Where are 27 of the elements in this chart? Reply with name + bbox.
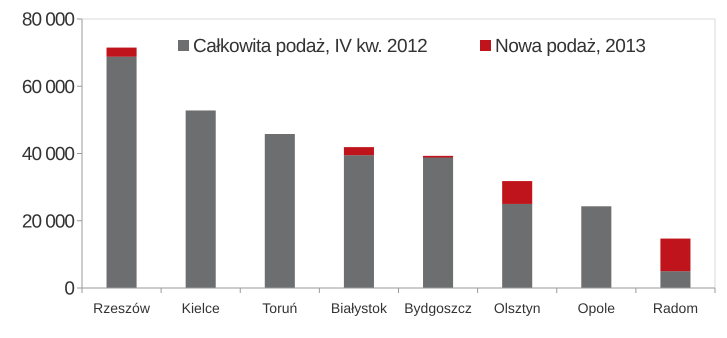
- bar: [106, 48, 137, 57]
- y-tick-label: 80 000: [22, 10, 74, 31]
- bar: [581, 206, 612, 288]
- x-tick-label: Toruń: [262, 300, 298, 316]
- bar: [186, 110, 216, 288]
- bar: [344, 155, 374, 288]
- legend-label: Całkowita podaż, IV kw. 2012: [193, 36, 428, 57]
- x-tick-label: Białystok: [330, 300, 388, 316]
- y-tick-label: 20 000: [22, 211, 74, 232]
- x-tick-label: Opole: [578, 300, 616, 316]
- x-tick-label: Kielce: [182, 300, 220, 316]
- x-tick-label: Radom: [652, 300, 698, 316]
- x-tick-label: Bydgoszcz: [404, 300, 472, 316]
- bar: [660, 271, 690, 288]
- x-tick-label: Olsztyn: [494, 300, 541, 316]
- legend-label: Nowa podaż, 2013: [495, 36, 646, 57]
- y-tick-label: 0: [64, 278, 74, 300]
- bar: [502, 204, 532, 288]
- bar: [660, 238, 690, 272]
- y-tick-label: 60 000: [22, 76, 74, 98]
- y-tick-label: 40 000: [22, 144, 74, 166]
- bar: [502, 181, 532, 204]
- bar: [423, 158, 454, 288]
- bar: [106, 56, 137, 288]
- bar: [344, 147, 374, 156]
- bar: [264, 134, 295, 288]
- x-tick-label: Rzeszów: [93, 300, 151, 316]
